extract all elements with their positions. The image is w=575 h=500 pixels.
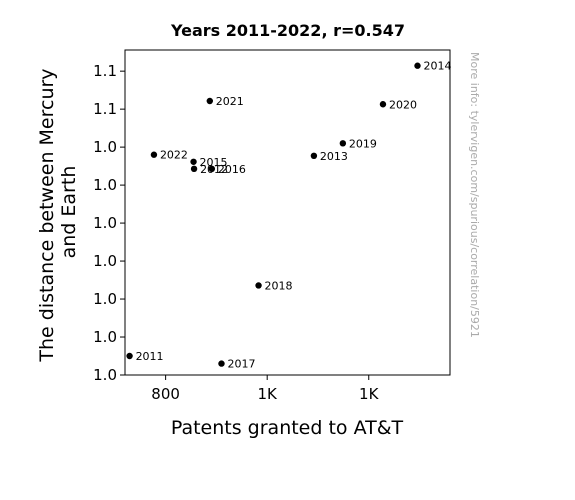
- point-label-2021: 2021: [216, 95, 244, 108]
- x-tick-label: 800: [151, 385, 180, 403]
- watermark: More info: tylervigen.com/spurious/corre…: [468, 52, 481, 338]
- svg-text:The distance between Mercury: The distance between Mercury and Earth: [36, 62, 80, 362]
- y-axis-label: The distance between Mercury and Earth: [36, 62, 80, 362]
- watermark-group: More info: tylervigen.com/spurious/corre…: [468, 52, 481, 338]
- y-tick-label: 1.0: [93, 138, 117, 156]
- point-2018: [255, 282, 262, 289]
- point-2015: [190, 158, 197, 165]
- point-label-2017: 2017: [227, 358, 255, 371]
- plot-area: [124, 49, 451, 376]
- chart-title: Years 2011-2022, r=0.547: [170, 21, 405, 40]
- point-2021: [206, 97, 214, 105]
- point-label-2015: 2015: [200, 156, 228, 169]
- point-2017: [218, 360, 225, 367]
- y-tick-label: 1.0: [93, 252, 117, 270]
- point-label-2016: 2016: [218, 163, 246, 176]
- point-label-2020: 2020: [389, 98, 417, 111]
- point-2020: [379, 101, 387, 108]
- data-points: [126, 62, 421, 367]
- y-tick-label: 1.0: [93, 290, 117, 308]
- point-2016: [208, 165, 216, 173]
- point-2012: [190, 165, 198, 173]
- y-tick-label: 1.1: [93, 62, 117, 80]
- point-label-2019: 2019: [349, 137, 377, 150]
- point-label-2012: 2012: [200, 163, 228, 176]
- point-2013: [310, 152, 318, 160]
- y-axis: 1.0 1.0 1.0 1.0 1.0 1.0 1.0 1.1 1.1: [93, 62, 125, 384]
- point-label-2014: 2014: [424, 60, 452, 73]
- point-2011: [126, 352, 133, 360]
- x-axis-label: Patents granted to AT&T: [171, 417, 404, 439]
- y-axis-label-line-2: and Earth: [58, 166, 80, 259]
- point-label-2011: 2011: [136, 350, 164, 363]
- point-2022: [150, 151, 158, 158]
- y-axis-label-line-1: The distance between Mercury: [36, 68, 58, 362]
- point-label-2018: 2018: [265, 279, 293, 292]
- y-tick-label: 1.0: [93, 366, 117, 384]
- x-axis: 800 1K 1K: [151, 375, 380, 403]
- y-tick-label: 1.0: [93, 176, 117, 194]
- y-tick-label: 1.1: [93, 100, 117, 118]
- point-label-2022: 2022: [160, 149, 188, 162]
- y-tick-label: 1.0: [93, 214, 117, 232]
- point-2019: [339, 140, 347, 147]
- y-tick-label: 1.0: [93, 328, 117, 346]
- x-tick-label: 1K: [257, 385, 278, 403]
- point-label-2013: 2013: [320, 150, 348, 163]
- x-tick-label: 1K: [359, 385, 380, 403]
- point-2014: [414, 62, 421, 69]
